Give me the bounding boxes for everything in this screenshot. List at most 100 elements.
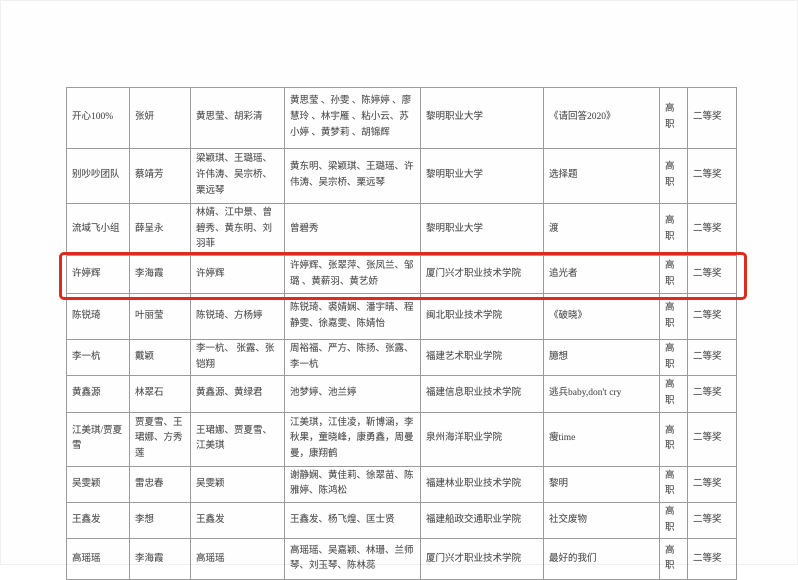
cell-r9-c4: 谢静娴、黄佳莉、徐翠苗、陈雅婷、陈鸿松 bbox=[284, 465, 421, 504]
cell-r10-c6: 社交废物 bbox=[543, 502, 660, 540]
cell-r1-c4: 黄思莹 、孙雯 、陈婷婷 、廖慧玲 、林宇雁 、粘小云、苏小婷 、黄梦莉 、胡锦… bbox=[284, 87, 421, 149]
award-results-table: 开心100% 张妍 黄思莹、胡彩清 黄思莹 、孙雯 、陈婷婷 、廖慧玲 、林宇雁 、粘… bbox=[66, 87, 737, 580]
cell-r1-c6: 《请回答2020》 bbox=[543, 87, 660, 149]
results-table-body: 开心100% 张妍 黄思莹、胡彩清 黄思莹 、孙雯 、陈婷婷 、廖慧玲 、林宇雁 、粘… bbox=[66, 87, 737, 580]
cell-r11-c3: 高瑶瑶 bbox=[190, 538, 285, 580]
cell-r7-c2: 林翠石 bbox=[129, 375, 191, 413]
cell-r11-c6: 最好的我们 bbox=[543, 538, 660, 580]
cell-r2-c2: 蔡靖芳 bbox=[129, 148, 191, 204]
cell-r5-c3: 陈锐琦、方杨婷 bbox=[190, 293, 285, 341]
cell-r2-c3: 梁颖琪、王璐瑶、许伟涛、吴宗桥、栗远琴 bbox=[190, 148, 285, 204]
cell-r6-c6: 臆想 bbox=[543, 339, 660, 377]
cell-r7-c6: 逃兵baby,don't cry bbox=[543, 375, 660, 413]
cell-r11-c8: 二等奖 bbox=[687, 538, 737, 580]
table-row: 王鑫发 李想 王鑫发 王鑫发、杨飞煌、匡士贤 福建船政交通职业学院 社交废物 高职 二等奖 bbox=[66, 502, 737, 540]
cell-r9-c3: 吴雯颖 bbox=[190, 465, 285, 504]
cell-r6-c8: 二等奖 bbox=[687, 339, 737, 377]
cell-r9-c5: 福建林业职业技术学院 bbox=[420, 465, 544, 504]
cell-r11-c5: 厦门兴才职业技术学院 bbox=[420, 538, 544, 580]
cell-r4-c5: 厦门兴才职业技术学院 bbox=[420, 255, 544, 295]
cell-r10-c2: 李想 bbox=[129, 502, 191, 540]
table-row: 高瑶瑶 李海霞 高瑶瑶 高瑶瑶、吴嘉颖、林珊、兰师琴、刘玉琴、陈林蕊 厦门兴才职业技术学… bbox=[66, 538, 737, 580]
table-row: 吴雯颖 雷忠春 吴雯颖 谢静娴、黄佳莉、徐翠苗、陈雅婷、陈鸿松 福建林业职业技术学院 黎明… bbox=[66, 465, 737, 504]
cell-r3-c6: 渡 bbox=[543, 202, 660, 257]
cell-r11-c2: 李海霞 bbox=[129, 538, 191, 580]
cell-r8-c1: 江美琪/贾夏雪 bbox=[66, 411, 130, 467]
cell-r4-c4: 许婷辉、张翠萍、张凤兰、邹璐 、黄薪羽、黄艺娇 bbox=[284, 255, 421, 295]
cell-r6-c2: 戴颖 bbox=[129, 339, 191, 377]
cell-r5-c7: 高职 bbox=[659, 293, 688, 341]
cell-r6-c3: 李一杭、 张露、张铠翔 bbox=[190, 339, 285, 377]
cell-r7-c4: 池梦婷、池兰婷 bbox=[284, 375, 421, 413]
cell-r2-c6: 选择题 bbox=[543, 148, 660, 204]
table-row: 别吵吵团队 蔡靖芳 梁颖琪、王璐瑶、许伟涛、吴宗桥、栗远琴 黄东明、梁颖琪、王璐瑶、许… bbox=[66, 148, 737, 204]
cell-r5-c6: 《破晓》 bbox=[543, 293, 660, 341]
cell-r8-c7: 高职 bbox=[659, 411, 688, 467]
table-row: 江美琪/贾夏雪 贾夏雪、王珺娜、方秀莲 王珺娜、贾夏雪、江美琪 江美琪，江佳凌，靳博涵… bbox=[66, 411, 737, 467]
cell-r1-c5: 黎明职业大学 bbox=[420, 87, 544, 149]
cell-r4-c1: 许婷辉 bbox=[66, 255, 130, 295]
cell-r10-c5: 福建船政交通职业学院 bbox=[420, 502, 544, 540]
cell-r6-c4: 周裕福、严方、陈扬、张露、李一杭 bbox=[284, 339, 421, 377]
cell-r1-c2: 张妍 bbox=[129, 87, 191, 149]
cell-r10-c8: 二等奖 bbox=[687, 502, 737, 540]
cell-r11-c4: 高瑶瑶、吴嘉颖、林珊、兰师琴、刘玉琴、陈林蕊 bbox=[284, 538, 421, 580]
scanned-page: 开心100% 张妍 黄思莹、胡彩清 黄思莹 、孙雯 、陈婷婷 、廖慧玲 、林宇雁 、粘… bbox=[59, 87, 747, 580]
cell-r4-c7: 高职 bbox=[659, 255, 688, 295]
cell-r2-c1: 别吵吵团队 bbox=[66, 148, 130, 204]
cell-r7-c5: 福建信息职业技术学院 bbox=[420, 375, 544, 413]
cell-r2-c5: 黎明职业大学 bbox=[420, 148, 544, 204]
cell-r1-c8: 二等奖 bbox=[687, 87, 737, 149]
cell-r3-c5: 黎明职业大学 bbox=[420, 202, 544, 257]
cell-r7-c1: 黄鑫源 bbox=[66, 375, 130, 413]
cell-r9-c6: 黎明 bbox=[543, 465, 660, 504]
cell-r10-c7: 高职 bbox=[659, 502, 688, 540]
table-row: 李一杭 戴颖 李一杭、 张露、张铠翔 周裕福、严方、陈扬、张露、李一杭 福建艺术职业学院… bbox=[66, 339, 737, 377]
cell-r11-c1: 高瑶瑶 bbox=[66, 538, 130, 580]
cell-r8-c4: 江美琪，江佳凌，靳博涵，李秋果，童晓峰，康勇鑫，周曼曼，康翔鹤 bbox=[284, 411, 421, 467]
cell-r5-c1: 陈锐琦 bbox=[66, 293, 130, 341]
cell-r1-c3: 黄思莹、胡彩清 bbox=[190, 87, 285, 149]
cell-r9-c1: 吴雯颖 bbox=[66, 465, 130, 504]
cell-r6-c1: 李一杭 bbox=[66, 339, 130, 377]
cell-r8-c2: 贾夏雪、王珺娜、方秀莲 bbox=[129, 411, 191, 467]
cell-r7-c8: 二等奖 bbox=[687, 375, 737, 413]
cell-r7-c7: 高职 bbox=[659, 375, 688, 413]
cell-r8-c6: 瘦time bbox=[543, 411, 660, 467]
cell-r5-c8: 二等奖 bbox=[687, 293, 737, 341]
cell-r4-c6: 追光者 bbox=[543, 255, 660, 295]
cell-r10-c3: 王鑫发 bbox=[190, 502, 285, 540]
cell-r3-c7: 高职 bbox=[659, 202, 688, 257]
cell-r4-c3: 许婷辉 bbox=[190, 255, 285, 295]
cell-r8-c3: 王珺娜、贾夏雪、江美琪 bbox=[190, 411, 285, 467]
cell-r2-c8: 二等奖 bbox=[687, 148, 737, 204]
cell-r2-c7: 高职 bbox=[659, 148, 688, 204]
cell-r3-c3: 林婧、江中景、曾碧秀、黄东明、刘羽菲 bbox=[190, 202, 285, 257]
cell-r8-c5: 泉州海洋职业学院 bbox=[420, 411, 544, 467]
cell-r3-c8: 二等奖 bbox=[687, 202, 737, 257]
cell-r10-c4: 王鑫发、杨飞煌、匡士贤 bbox=[284, 502, 421, 540]
table-row: 黄鑫源 林翠石 黄鑫源、黄绿君 池梦婷、池兰婷 福建信息职业技术学院 逃兵baby,don… bbox=[66, 375, 737, 413]
table-row: 陈锐琦 叶丽莹 陈锐琦、方杨婷 陈锐琦、裘婧娴、潘宇晴、程静雯、徐嘉雯、陈婧怡 闽北职业… bbox=[66, 293, 737, 341]
cell-r1-c1: 开心100% bbox=[66, 87, 130, 149]
cell-r3-c4: 曾碧秀 bbox=[284, 202, 421, 257]
cell-r8-c8: 二等奖 bbox=[687, 411, 737, 467]
table-row: 许婷辉 李海霞 许婷辉 许婷辉、张翠萍、张凤兰、邹璐 、黄薪羽、黄艺娇 厦门兴才职业技术… bbox=[66, 255, 737, 295]
cell-r3-c2: 薛呈永 bbox=[129, 202, 191, 257]
cell-r2-c4: 黄东明、梁颖琪、王璐瑶、许伟涛、吴宗桥、栗远琴 bbox=[284, 148, 421, 204]
cell-r9-c7: 高职 bbox=[659, 465, 688, 504]
table-row: 流域飞小组 薛呈永 林婧、江中景、曾碧秀、黄东明、刘羽菲 曾碧秀 黎明职业大学渡高职 二等… bbox=[66, 202, 737, 257]
cell-r5-c5: 闽北职业技术学院 bbox=[420, 293, 544, 341]
cell-r3-c1: 流域飞小组 bbox=[66, 202, 130, 257]
cell-r5-c4: 陈锐琦、裘婧娴、潘宇晴、程静雯、徐嘉雯、陈婧怡 bbox=[284, 293, 421, 341]
table-row: 开心100% 张妍 黄思莹、胡彩清 黄思莹 、孙雯 、陈婷婷 、廖慧玲 、林宇雁 、粘… bbox=[66, 87, 737, 149]
cell-r5-c2: 叶丽莹 bbox=[129, 293, 191, 341]
cell-r9-c8: 二等奖 bbox=[687, 465, 737, 504]
cell-r6-c5: 福建艺术职业学院 bbox=[420, 339, 544, 377]
cell-r9-c2: 雷忠春 bbox=[129, 465, 191, 504]
cell-r7-c3: 黄鑫源、黄绿君 bbox=[190, 375, 285, 413]
cell-r4-c2: 李海霞 bbox=[129, 255, 191, 295]
cell-r11-c7: 高职 bbox=[659, 538, 688, 580]
cell-r10-c1: 王鑫发 bbox=[66, 502, 130, 540]
cell-r6-c7: 高职 bbox=[659, 339, 688, 377]
